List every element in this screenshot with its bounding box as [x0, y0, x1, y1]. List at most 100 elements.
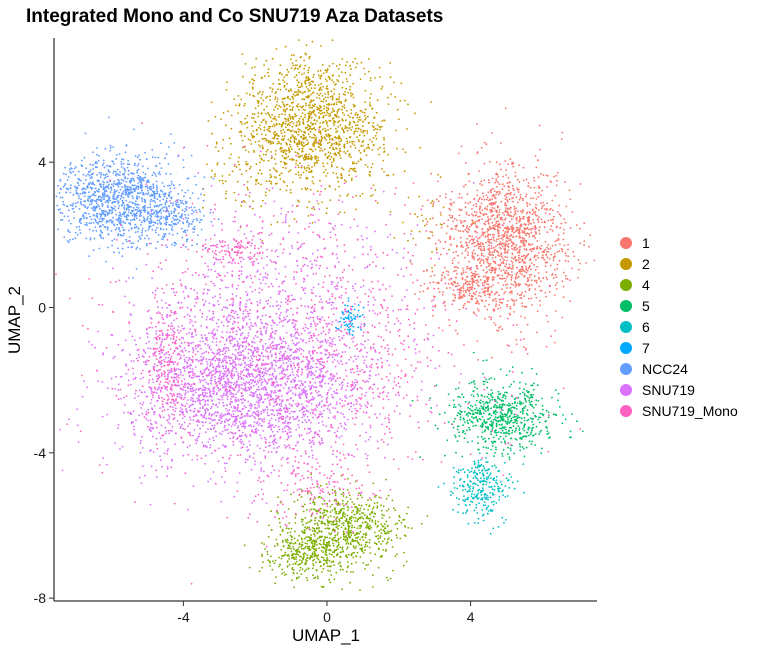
data-point	[485, 508, 488, 510]
data-point	[279, 533, 282, 536]
data-point	[305, 136, 307, 139]
data-point	[552, 257, 555, 259]
data-point	[498, 190, 501, 193]
data-point	[356, 62, 359, 65]
data-point	[535, 373, 538, 375]
data-point	[441, 224, 443, 226]
data-point	[259, 90, 261, 93]
data-point	[432, 217, 434, 220]
data-point	[480, 477, 482, 480]
data-point	[500, 427, 503, 430]
data-point	[251, 86, 254, 89]
data-point	[356, 541, 359, 544]
data-point	[482, 195, 485, 198]
data-point	[343, 321, 345, 324]
data-point	[320, 45, 322, 47]
data-point	[304, 90, 306, 93]
data-point	[502, 489, 504, 492]
data-point	[273, 158, 276, 160]
data-point	[517, 191, 520, 193]
data-point	[244, 63, 247, 65]
data-point	[494, 297, 497, 300]
data-point	[316, 522, 319, 525]
data-point	[385, 550, 387, 552]
data-point	[562, 296, 565, 299]
data-point	[513, 406, 516, 409]
data-point	[528, 274, 531, 276]
data-point	[409, 261, 412, 263]
data-point	[487, 233, 490, 236]
data-point	[297, 130, 300, 133]
data-point	[483, 247, 486, 250]
data-point	[365, 117, 367, 119]
data-point	[269, 565, 272, 567]
data-point	[403, 551, 405, 554]
data-point	[296, 499, 299, 501]
data-point	[365, 147, 368, 150]
data-point	[477, 442, 479, 444]
data-point	[286, 541, 289, 544]
data-point	[469, 480, 471, 483]
data-point	[270, 182, 273, 185]
data-point	[321, 531, 323, 533]
data-point	[523, 416, 526, 419]
data-point	[457, 267, 459, 269]
data-point	[245, 92, 248, 95]
data-point	[507, 243, 510, 245]
data-point	[367, 527, 370, 530]
data-point	[459, 405, 462, 408]
data-point	[360, 516, 363, 518]
data-point	[505, 169, 508, 172]
data-point	[346, 539, 349, 541]
data-point	[265, 122, 267, 125]
data-point	[343, 104, 346, 107]
data-point	[276, 182, 278, 185]
data-point	[523, 338, 525, 340]
data-point	[324, 154, 327, 156]
data-point	[471, 501, 474, 503]
data-point	[307, 119, 310, 122]
data-point	[537, 418, 540, 421]
data-point	[471, 235, 474, 238]
data-point	[277, 116, 280, 118]
data-point	[305, 577, 308, 579]
data-point	[284, 163, 286, 166]
data-point	[467, 484, 469, 487]
data-point	[385, 478, 387, 481]
data-point	[471, 255, 474, 257]
data-point	[518, 416, 521, 419]
data-point	[485, 461, 487, 463]
data-point	[459, 478, 462, 480]
data-point	[521, 258, 524, 261]
data-point	[343, 179, 346, 182]
data-point	[432, 314, 434, 317]
data-point	[318, 560, 321, 563]
data-point	[466, 429, 468, 432]
data-point	[534, 254, 536, 257]
data-point	[483, 280, 486, 282]
data-point	[230, 153, 232, 156]
data-point	[468, 283, 471, 285]
data-point	[498, 423, 501, 426]
data-point	[260, 103, 263, 105]
data-point	[492, 423, 494, 425]
data-point	[457, 395, 459, 398]
data-point	[325, 106, 328, 109]
data-point	[557, 237, 560, 240]
data-point	[525, 234, 528, 237]
data-point	[310, 148, 313, 151]
data-point	[490, 433, 492, 436]
data-point	[476, 498, 479, 500]
data-point	[309, 125, 312, 128]
data-point	[249, 165, 252, 168]
data-point	[319, 131, 322, 134]
data-point	[325, 551, 328, 554]
data-point	[287, 508, 290, 510]
data-point	[492, 410, 495, 413]
data-point	[277, 88, 279, 90]
data-point	[499, 403, 501, 406]
data-point	[337, 527, 339, 530]
data-point	[363, 130, 365, 132]
data-point	[458, 498, 460, 500]
data-point	[459, 236, 462, 239]
